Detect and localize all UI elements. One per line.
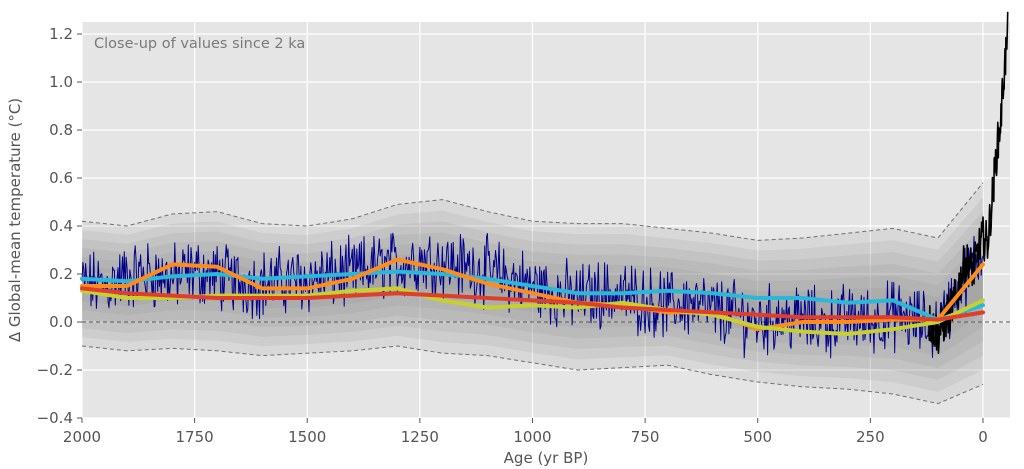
chart-annotation: Close-up of values since 2 ka [94,36,305,52]
x-tick-label: 750 [631,428,660,446]
series-line [80,257,985,332]
x-tick-label: 1500 [288,428,326,446]
y-axis-label: Δ Global-mean temperature (°C) [6,98,24,342]
x-tick-label: 250 [856,428,885,446]
uncertainty-band [82,211,983,380]
y-tick-label: 1.2 [49,25,73,43]
y-axis-ticks: −0.4 −0.2 0.0 0.2 0.4 0.6 0.8 1.0 1.2 [37,25,82,427]
x-tick-label: 1250 [401,428,439,446]
series-line [80,286,985,322]
x-tick-label: 0 [978,428,988,446]
x-axis-ticks: 2000 1750 1500 1250 1000 750 500 250 0 [63,418,988,446]
y-tick-label: 0.2 [49,265,73,283]
x-tick-label: 500 [743,428,772,446]
x-tick-label: 2000 [63,428,101,446]
y-tick-label: 0.0 [49,313,73,331]
grid [81,22,1010,419]
y-tick-label: −0.4 [37,409,73,427]
envelope-lower-edge [81,345,984,405]
series-group [80,11,1009,359]
plot-area [82,22,1010,418]
y-tick-label: 1.0 [49,73,73,91]
y-tick-label: 0.4 [49,217,73,235]
y-tick-label: −0.2 [37,361,73,379]
x-axis-label: Age (yr BP) [504,449,589,467]
x-tick-label: 1000 [513,428,551,446]
y-tick-label: 0.8 [49,121,73,139]
y-tick-label: 0.6 [49,169,73,187]
x-tick-label: 1750 [176,428,214,446]
series-line [80,286,985,336]
